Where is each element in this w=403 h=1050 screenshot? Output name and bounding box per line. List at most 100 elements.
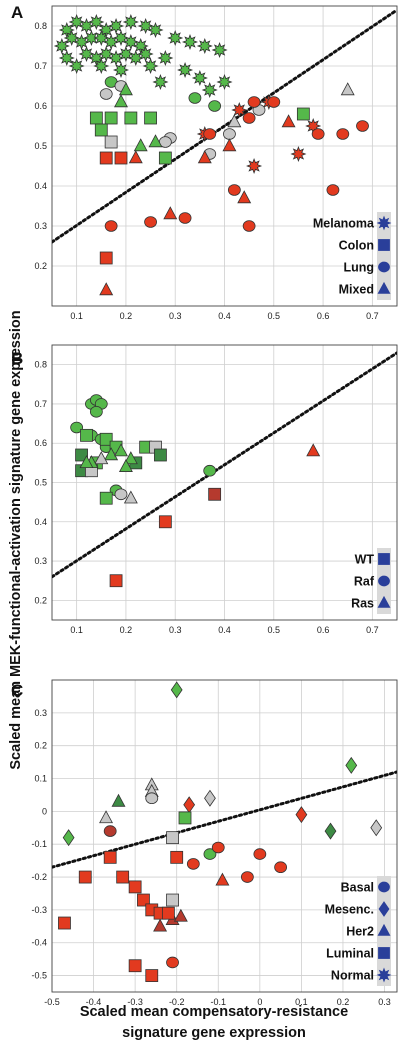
y-axis-label: Scaled mean MEK-functional-activation si… [8, 310, 24, 769]
trend-line [52, 351, 397, 579]
data-point-circle [223, 128, 236, 140]
legend-label: WT [355, 553, 375, 567]
data-point-triangle [118, 82, 133, 96]
data-point-circle [114, 488, 128, 501]
data-point-circle [208, 100, 222, 112]
data-point-triangle [114, 94, 128, 108]
data-point-circle [186, 858, 200, 870]
data-point-triangle [227, 114, 242, 128]
data-point-triangle [114, 443, 128, 457]
data-point-square [109, 574, 123, 588]
plot-frame [51, 344, 398, 621]
data-point-circle [274, 861, 288, 873]
data-points [70, 394, 321, 588]
y-tick-label: 0.1 [34, 774, 47, 784]
y-tick-label: 0.7 [34, 61, 47, 71]
y-tick-label: 0 [42, 806, 47, 816]
data-point-diamond [345, 756, 358, 774]
data-point-square [94, 123, 108, 137]
data-point-square [99, 432, 113, 446]
data-point-triangle [237, 190, 252, 204]
data-point-circle [242, 220, 256, 232]
data-point-circle [311, 128, 325, 140]
data-point-circle [356, 120, 369, 132]
data-point-square [116, 870, 130, 884]
data-point-star [177, 61, 194, 79]
legend-marker-diamond [378, 901, 390, 917]
legend-label: Mesenc. [325, 903, 374, 917]
data-point-circle [103, 825, 117, 837]
data-point-star [246, 157, 263, 175]
data-point-triangle [215, 872, 230, 886]
y-tick-label: 0.4 [34, 517, 47, 527]
data-point-square [99, 151, 113, 165]
data-point-star [88, 13, 105, 31]
data-point-circle [253, 848, 267, 860]
x-tick-label: 0.6 [317, 311, 330, 321]
x-tick-label: -0.5 [44, 997, 60, 1007]
data-point-square [99, 491, 113, 505]
data-point-star [58, 49, 75, 67]
panel-c-scatter: -0.5 -0.4 -0.3 -0.2 -0.1 0 0.1 0.2 0.3 -0.5 -0.4 -0… [31, 679, 398, 1007]
data-point-star [142, 57, 159, 75]
data-point-star [211, 41, 228, 59]
x-tick-label: -0.4 [86, 997, 102, 1007]
data-point-circle [267, 96, 281, 108]
data-points [58, 681, 383, 982]
data-point-star [231, 101, 248, 119]
x-tick-label: 0.1 [70, 311, 83, 321]
plot-frame [51, 679, 398, 993]
data-point-circle [203, 128, 217, 140]
data-point-circle [145, 792, 159, 805]
data-point-square [137, 893, 150, 907]
data-point-triangle [94, 451, 109, 465]
data-point-circle [178, 212, 192, 224]
legend-marker-circle [378, 881, 390, 893]
data-point-diamond [370, 819, 383, 837]
data-point-circle [247, 96, 261, 108]
data-point-star [191, 69, 208, 87]
data-point-triangle [340, 82, 355, 96]
panel-label-a: A [11, 3, 23, 22]
trend-line [52, 8, 397, 244]
legend-label: Lung [343, 261, 374, 275]
y-tick-label: -0.2 [31, 872, 47, 882]
data-point-circle [70, 421, 84, 434]
data-point-triangle [197, 150, 212, 164]
panel-label-c: C [11, 681, 23, 700]
data-point-square [178, 811, 192, 825]
data-point-circle [104, 220, 118, 232]
data-point-star [216, 73, 233, 91]
data-point-circle [336, 128, 350, 140]
data-point-circle [211, 841, 225, 854]
data-point-square [99, 251, 113, 265]
data-point-circle [227, 184, 241, 196]
data-point-circle [89, 405, 103, 418]
data-point-triangle [118, 459, 133, 472]
data-point-star [181, 33, 199, 51]
data-point-triangle [123, 490, 138, 504]
data-point-diamond [170, 681, 183, 699]
data-point-square [208, 487, 222, 501]
data-point-star [112, 61, 130, 79]
legend-label: Her2 [346, 925, 374, 939]
data-point-square [75, 448, 88, 462]
x-tick-label: -0.3 [127, 997, 143, 1007]
data-point-square [80, 428, 93, 442]
data-point-star [196, 37, 213, 55]
data-point-diamond [62, 829, 75, 847]
data-point-triangle [222, 138, 237, 152]
legend-marker-star [376, 215, 392, 231]
data-point-square [128, 880, 142, 894]
panel-a-scatter: 0.1 0.2 0.3 0.4 0.5 0.6 0.7 0.2 0.3 0.4 0.5 0.6 0.7 0… [34, 5, 398, 321]
data-point-star [122, 13, 139, 31]
data-point-circle [99, 88, 113, 100]
data-point-circle [203, 848, 217, 860]
y-tick-label: 0.3 [34, 556, 47, 566]
legend-marker-circle [378, 575, 390, 587]
y-tick-label: 0.5 [34, 141, 47, 151]
x-tick-label: 0.3 [169, 311, 182, 321]
data-point-square [158, 151, 172, 165]
data-point-square [145, 969, 159, 982]
x-axis-label-line1: Scaled mean compensatory-resistance [80, 1004, 348, 1020]
